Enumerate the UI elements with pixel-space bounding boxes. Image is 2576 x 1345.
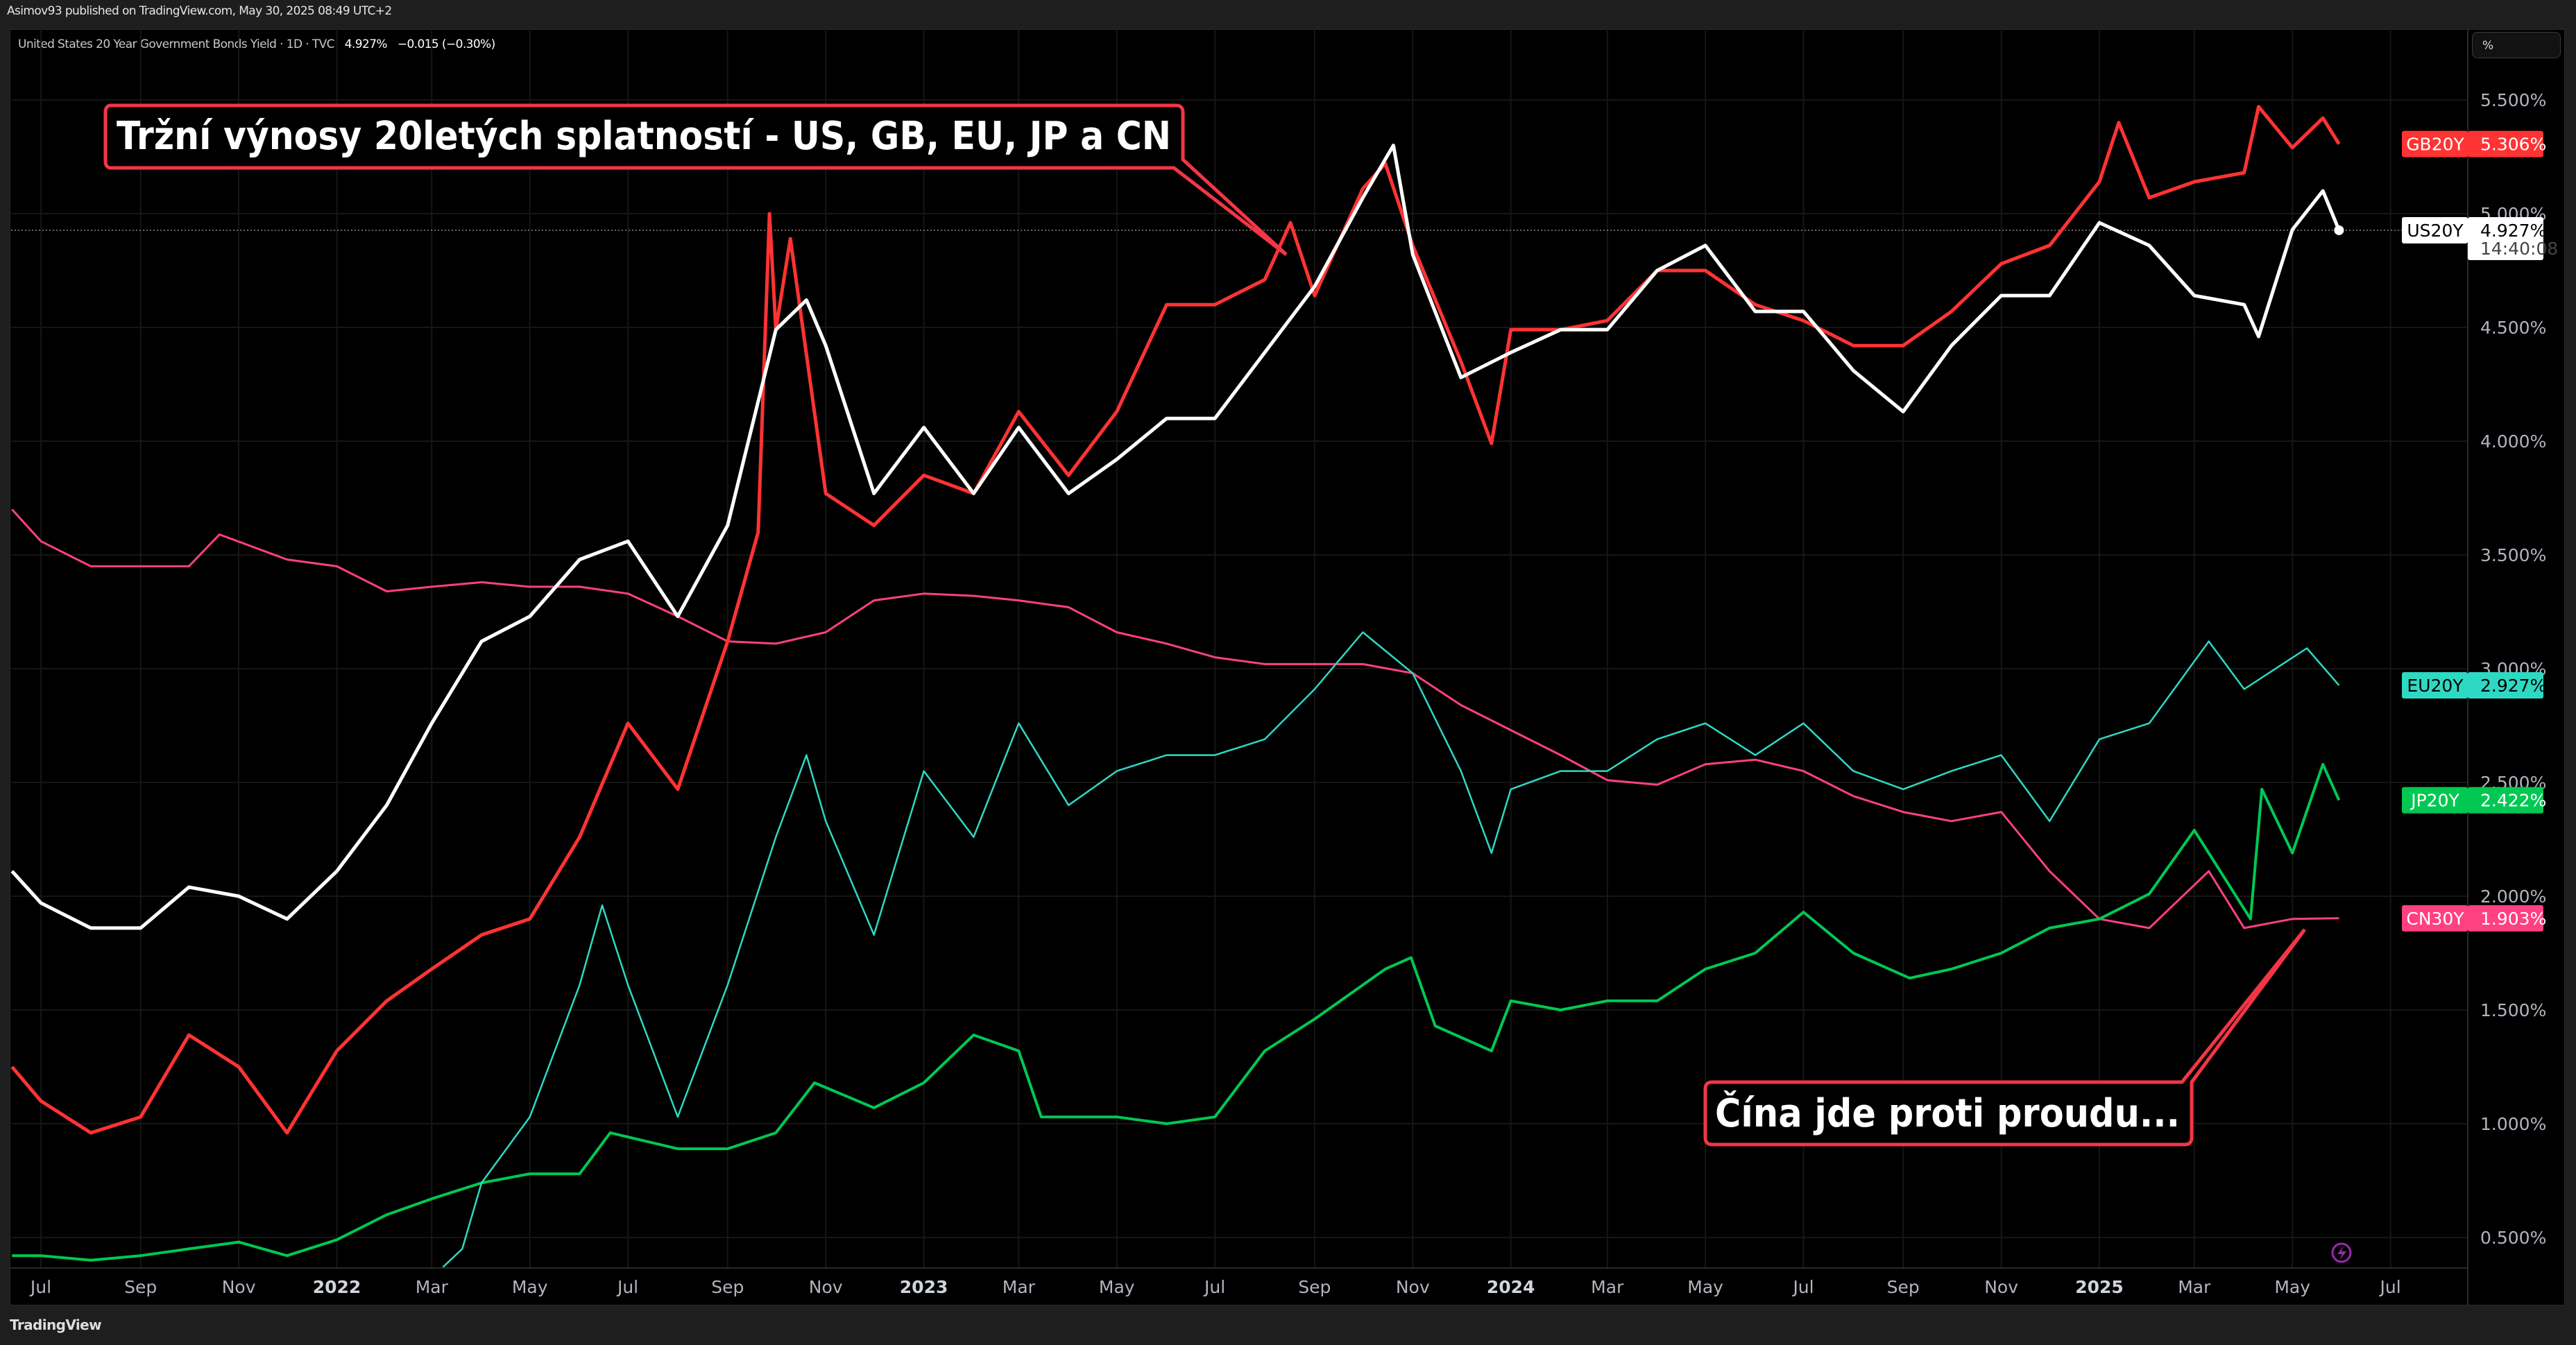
series-last-value: 2.422% bbox=[2480, 791, 2546, 811]
y-tick-label: 1.000% bbox=[2480, 1114, 2546, 1134]
lightning-icon[interactable] bbox=[2331, 1242, 2352, 1263]
last-label-eu20y: EU20Y 2.927% bbox=[2402, 671, 2546, 699]
y-tick-label: 0.500% bbox=[2480, 1228, 2546, 1248]
y-tick-label: 4.000% bbox=[2480, 431, 2546, 452]
series-name: US20Y bbox=[2407, 221, 2464, 241]
y-tick-label: 2.000% bbox=[2480, 886, 2546, 907]
china-callout[interactable]: Čína jde proti proudu... bbox=[1703, 928, 2307, 1147]
series-line-jp20y bbox=[12, 762, 2341, 1262]
percent-scale-button[interactable]: % bbox=[2472, 32, 2561, 58]
x-tick-label: Nov bbox=[222, 1277, 256, 1297]
x-tick-label: Sep bbox=[1298, 1277, 1331, 1297]
symbol-description: United States 20 Year Government Bonds Y… bbox=[18, 37, 335, 51]
x-tick-label: Nov bbox=[1984, 1277, 2018, 1297]
price-axis[interactable]: 5.500%5.000%4.500%4.000%3.500%3.000%2.50… bbox=[2480, 90, 2546, 1248]
x-tick-label: Jul bbox=[29, 1277, 51, 1297]
x-tick-label: Mar bbox=[1003, 1277, 1036, 1297]
x-tick-label: 2025 bbox=[2075, 1277, 2124, 1297]
title-callout-text: Tržní výnosy 20letých splatností - US, G… bbox=[117, 114, 1171, 159]
x-tick-label: Nov bbox=[809, 1277, 843, 1297]
published-info: Asimov93 published on TradingView.com, M… bbox=[7, 4, 392, 18]
grid bbox=[11, 29, 2468, 1268]
x-tick-label: Jul bbox=[1791, 1277, 1814, 1297]
x-tick-label: May bbox=[2274, 1277, 2310, 1297]
y-tick-label: 3.500% bbox=[2480, 545, 2546, 565]
series-line-eu20y bbox=[442, 631, 2340, 1268]
series-last-value: 2.927% bbox=[2480, 676, 2546, 696]
series-name: EU20Y bbox=[2407, 676, 2464, 696]
x-tick-label: May bbox=[1099, 1277, 1135, 1297]
time-axis[interactable]: Jul Sep Nov 2022 Mar May Jul Sep Nov 2023 Mar May Ju… bbox=[29, 1277, 2401, 1297]
y-tick-label: 4.500% bbox=[2480, 318, 2546, 338]
series-name: CN30Y bbox=[2406, 909, 2464, 929]
china-callout-text: Čína jde proti proudu... bbox=[1715, 1091, 2180, 1136]
x-tick-label: Mar bbox=[2178, 1277, 2211, 1297]
x-tick-label: Jul bbox=[2379, 1277, 2401, 1297]
series-last-value: 1.903% bbox=[2480, 909, 2546, 929]
series-name: GB20Y bbox=[2406, 135, 2464, 155]
series-line-cn30y bbox=[11, 508, 2339, 929]
last-label-cn30y: CN30Y 1.903% bbox=[2402, 905, 2546, 932]
last-label-us20y: US20Y 4.927%14:40:08 bbox=[2402, 216, 2558, 260]
x-tick-label: Nov bbox=[1396, 1277, 1430, 1297]
last-value-labels: US20Y 4.927%14:40:08 GB20Y 5.306% EU20Y 2.927… bbox=[2402, 130, 2558, 932]
x-tick-label: Mar bbox=[1591, 1277, 1624, 1297]
x-tick-label: Sep bbox=[711, 1277, 744, 1297]
x-tick-label: Sep bbox=[124, 1277, 157, 1297]
tradingview-logo[interactable]: TradingView bbox=[10, 1317, 102, 1333]
x-tick-label: Sep bbox=[1887, 1277, 1920, 1297]
x-tick-label: May bbox=[1687, 1277, 1723, 1297]
last-value: 4.927% bbox=[344, 37, 388, 51]
series-line-gb20y bbox=[10, 105, 2341, 1135]
change-value: −0.015 (−0.30%) bbox=[397, 37, 495, 51]
series-name: JP20Y bbox=[2409, 791, 2459, 811]
x-tick-label: 2023 bbox=[900, 1277, 948, 1297]
x-tick-label: 2022 bbox=[313, 1277, 361, 1297]
y-tick-label: 1.500% bbox=[2480, 1000, 2546, 1020]
series-line-us20y bbox=[10, 144, 2341, 930]
us-last-point bbox=[2334, 225, 2344, 235]
series-last-value: 5.306% bbox=[2480, 135, 2546, 155]
x-tick-label: 2024 bbox=[1487, 1277, 1535, 1297]
x-tick-label: May bbox=[512, 1277, 548, 1297]
series-lines bbox=[10, 105, 2344, 1268]
series-last-value: 4.927% bbox=[2480, 221, 2546, 241]
y-tick-label: 5.500% bbox=[2480, 90, 2546, 110]
top-bar: Asimov93 published on TradingView.com, M… bbox=[0, 0, 2576, 29]
symbol-legend: United States 20 Year Government Bonds Y… bbox=[18, 37, 495, 51]
countdown-time: 14:40:08 bbox=[2480, 239, 2558, 259]
last-label-gb20y: GB20Y 5.306% bbox=[2402, 130, 2546, 157]
last-label-jp20y: JP20Y 2.422% bbox=[2402, 787, 2546, 814]
x-tick-label: Jul bbox=[1203, 1277, 1225, 1297]
x-tick-label: Mar bbox=[416, 1277, 449, 1297]
title-callout[interactable]: Tržní výnosy 20letých splatností - US, G… bbox=[103, 103, 1288, 256]
x-tick-label: Jul bbox=[616, 1277, 638, 1297]
